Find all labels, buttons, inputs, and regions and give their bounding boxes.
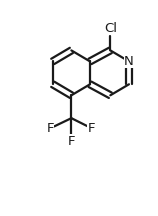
Text: N: N [124, 55, 134, 68]
Text: F: F [68, 135, 75, 148]
Text: F: F [88, 122, 95, 135]
Text: Cl: Cl [104, 22, 117, 35]
Text: F: F [46, 122, 54, 135]
